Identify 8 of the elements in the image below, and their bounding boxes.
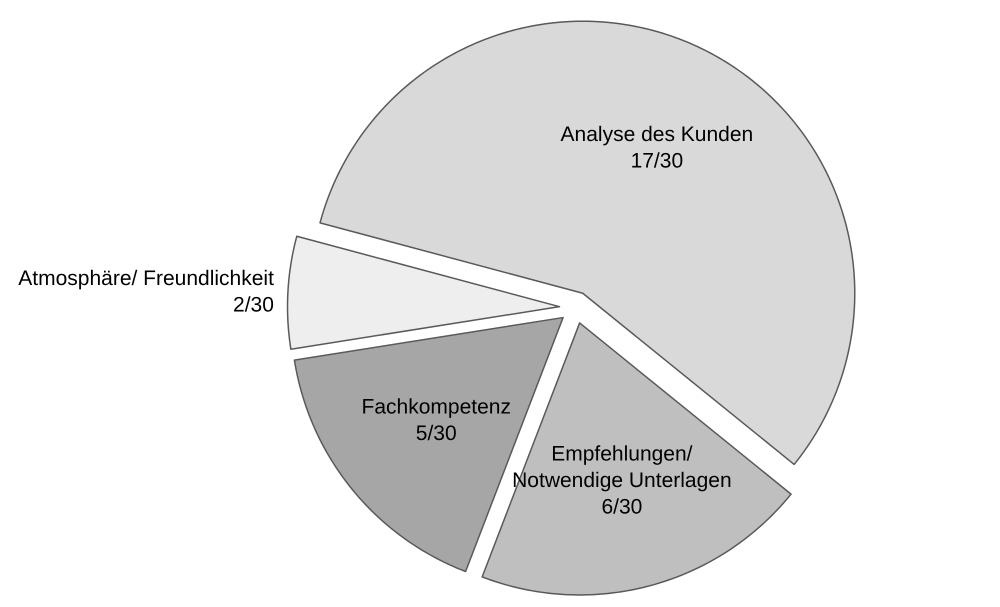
- slice-label: Fachkompetenz: [362, 396, 511, 419]
- slice-label: Empfehlungen/ Notwendige Unterlagen: [512, 442, 732, 492]
- slice-label: Analyse des Kunden: [560, 123, 754, 146]
- slice-label: Atmosphäre/ Freundlichkeit: [18, 266, 274, 290]
- data-label: 5/30: [416, 422, 457, 445]
- data-label: 6/30: [601, 496, 642, 519]
- data-label: 2/30: [233, 293, 274, 316]
- data-label: 17/30: [630, 150, 684, 173]
